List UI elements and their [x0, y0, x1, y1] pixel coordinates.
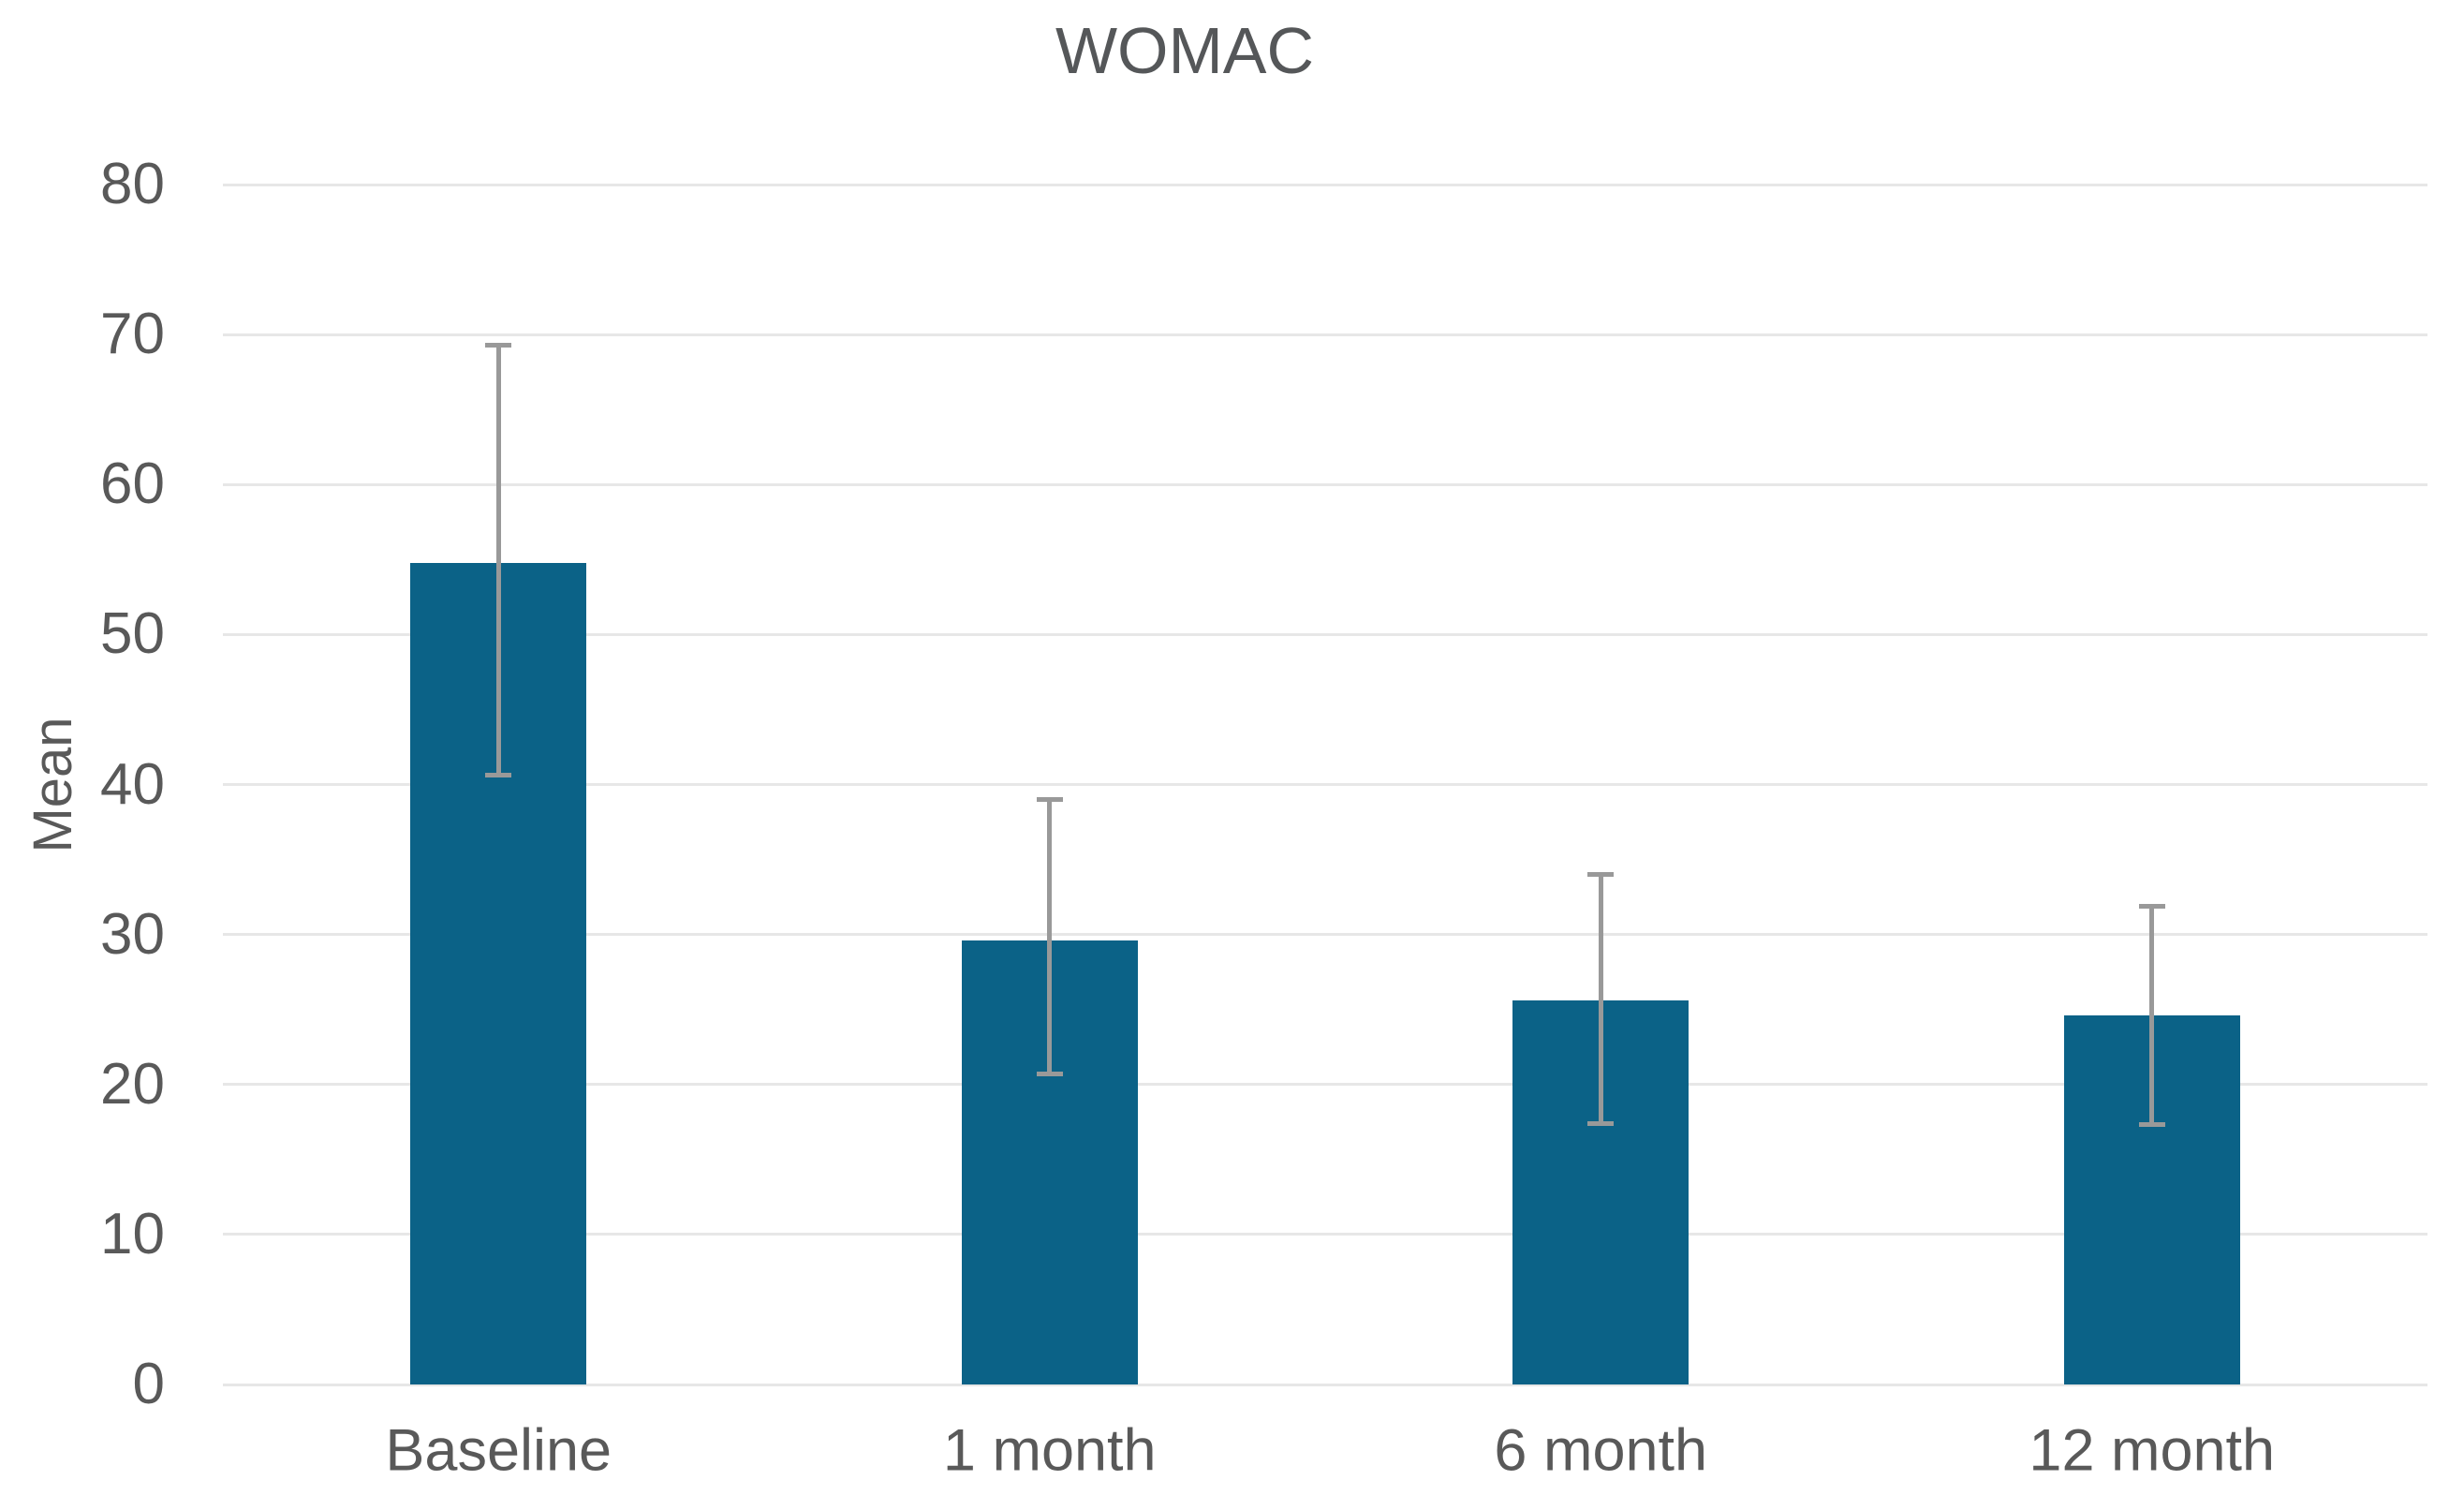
error-bar-line — [495, 345, 501, 776]
error-bar-cap-bottom — [2138, 1122, 2165, 1128]
gridline — [223, 333, 2427, 336]
gridline — [223, 933, 2427, 937]
x-category-label: 12 month — [2029, 1417, 2276, 1484]
y-tick-label: 30 — [100, 901, 165, 967]
gridline — [223, 632, 2427, 636]
error-bar-cap-top — [2138, 903, 2165, 909]
error-bar-line — [1598, 874, 1603, 1124]
y-tick-label: 0 — [132, 1352, 165, 1416]
gridline — [223, 1083, 2427, 1087]
y-tick-label: 40 — [100, 751, 165, 817]
x-category-label: 6 month — [1494, 1417, 1708, 1484]
error-bar-cap-top — [1036, 797, 1063, 802]
error-bar-cap-bottom — [1587, 1120, 1615, 1126]
y-tick-label: 70 — [100, 302, 165, 367]
y-tick-label: 50 — [100, 601, 165, 667]
gridline — [223, 183, 2427, 186]
y-tick-label: 60 — [100, 452, 165, 517]
gridline — [223, 1383, 2427, 1386]
error-bar-cap-bottom — [485, 773, 512, 778]
error-bar-line — [2149, 906, 2155, 1125]
x-category-label: 1 month — [942, 1417, 1157, 1484]
x-category-label: Baseline — [385, 1417, 612, 1484]
error-bar-cap-top — [1587, 872, 1615, 878]
y-tick-label: 20 — [100, 1051, 165, 1117]
error-bar-line — [1047, 799, 1053, 1074]
y-tick-label: 80 — [100, 152, 165, 216]
chart-title: WOMAC — [1055, 14, 1315, 87]
error-bar-cap-bottom — [1036, 1072, 1063, 1077]
gridline — [223, 482, 2427, 486]
error-bar-cap-top — [485, 342, 512, 348]
gridline — [223, 783, 2427, 786]
y-tick-label: 10 — [100, 1201, 165, 1266]
gridline — [223, 1233, 2427, 1236]
